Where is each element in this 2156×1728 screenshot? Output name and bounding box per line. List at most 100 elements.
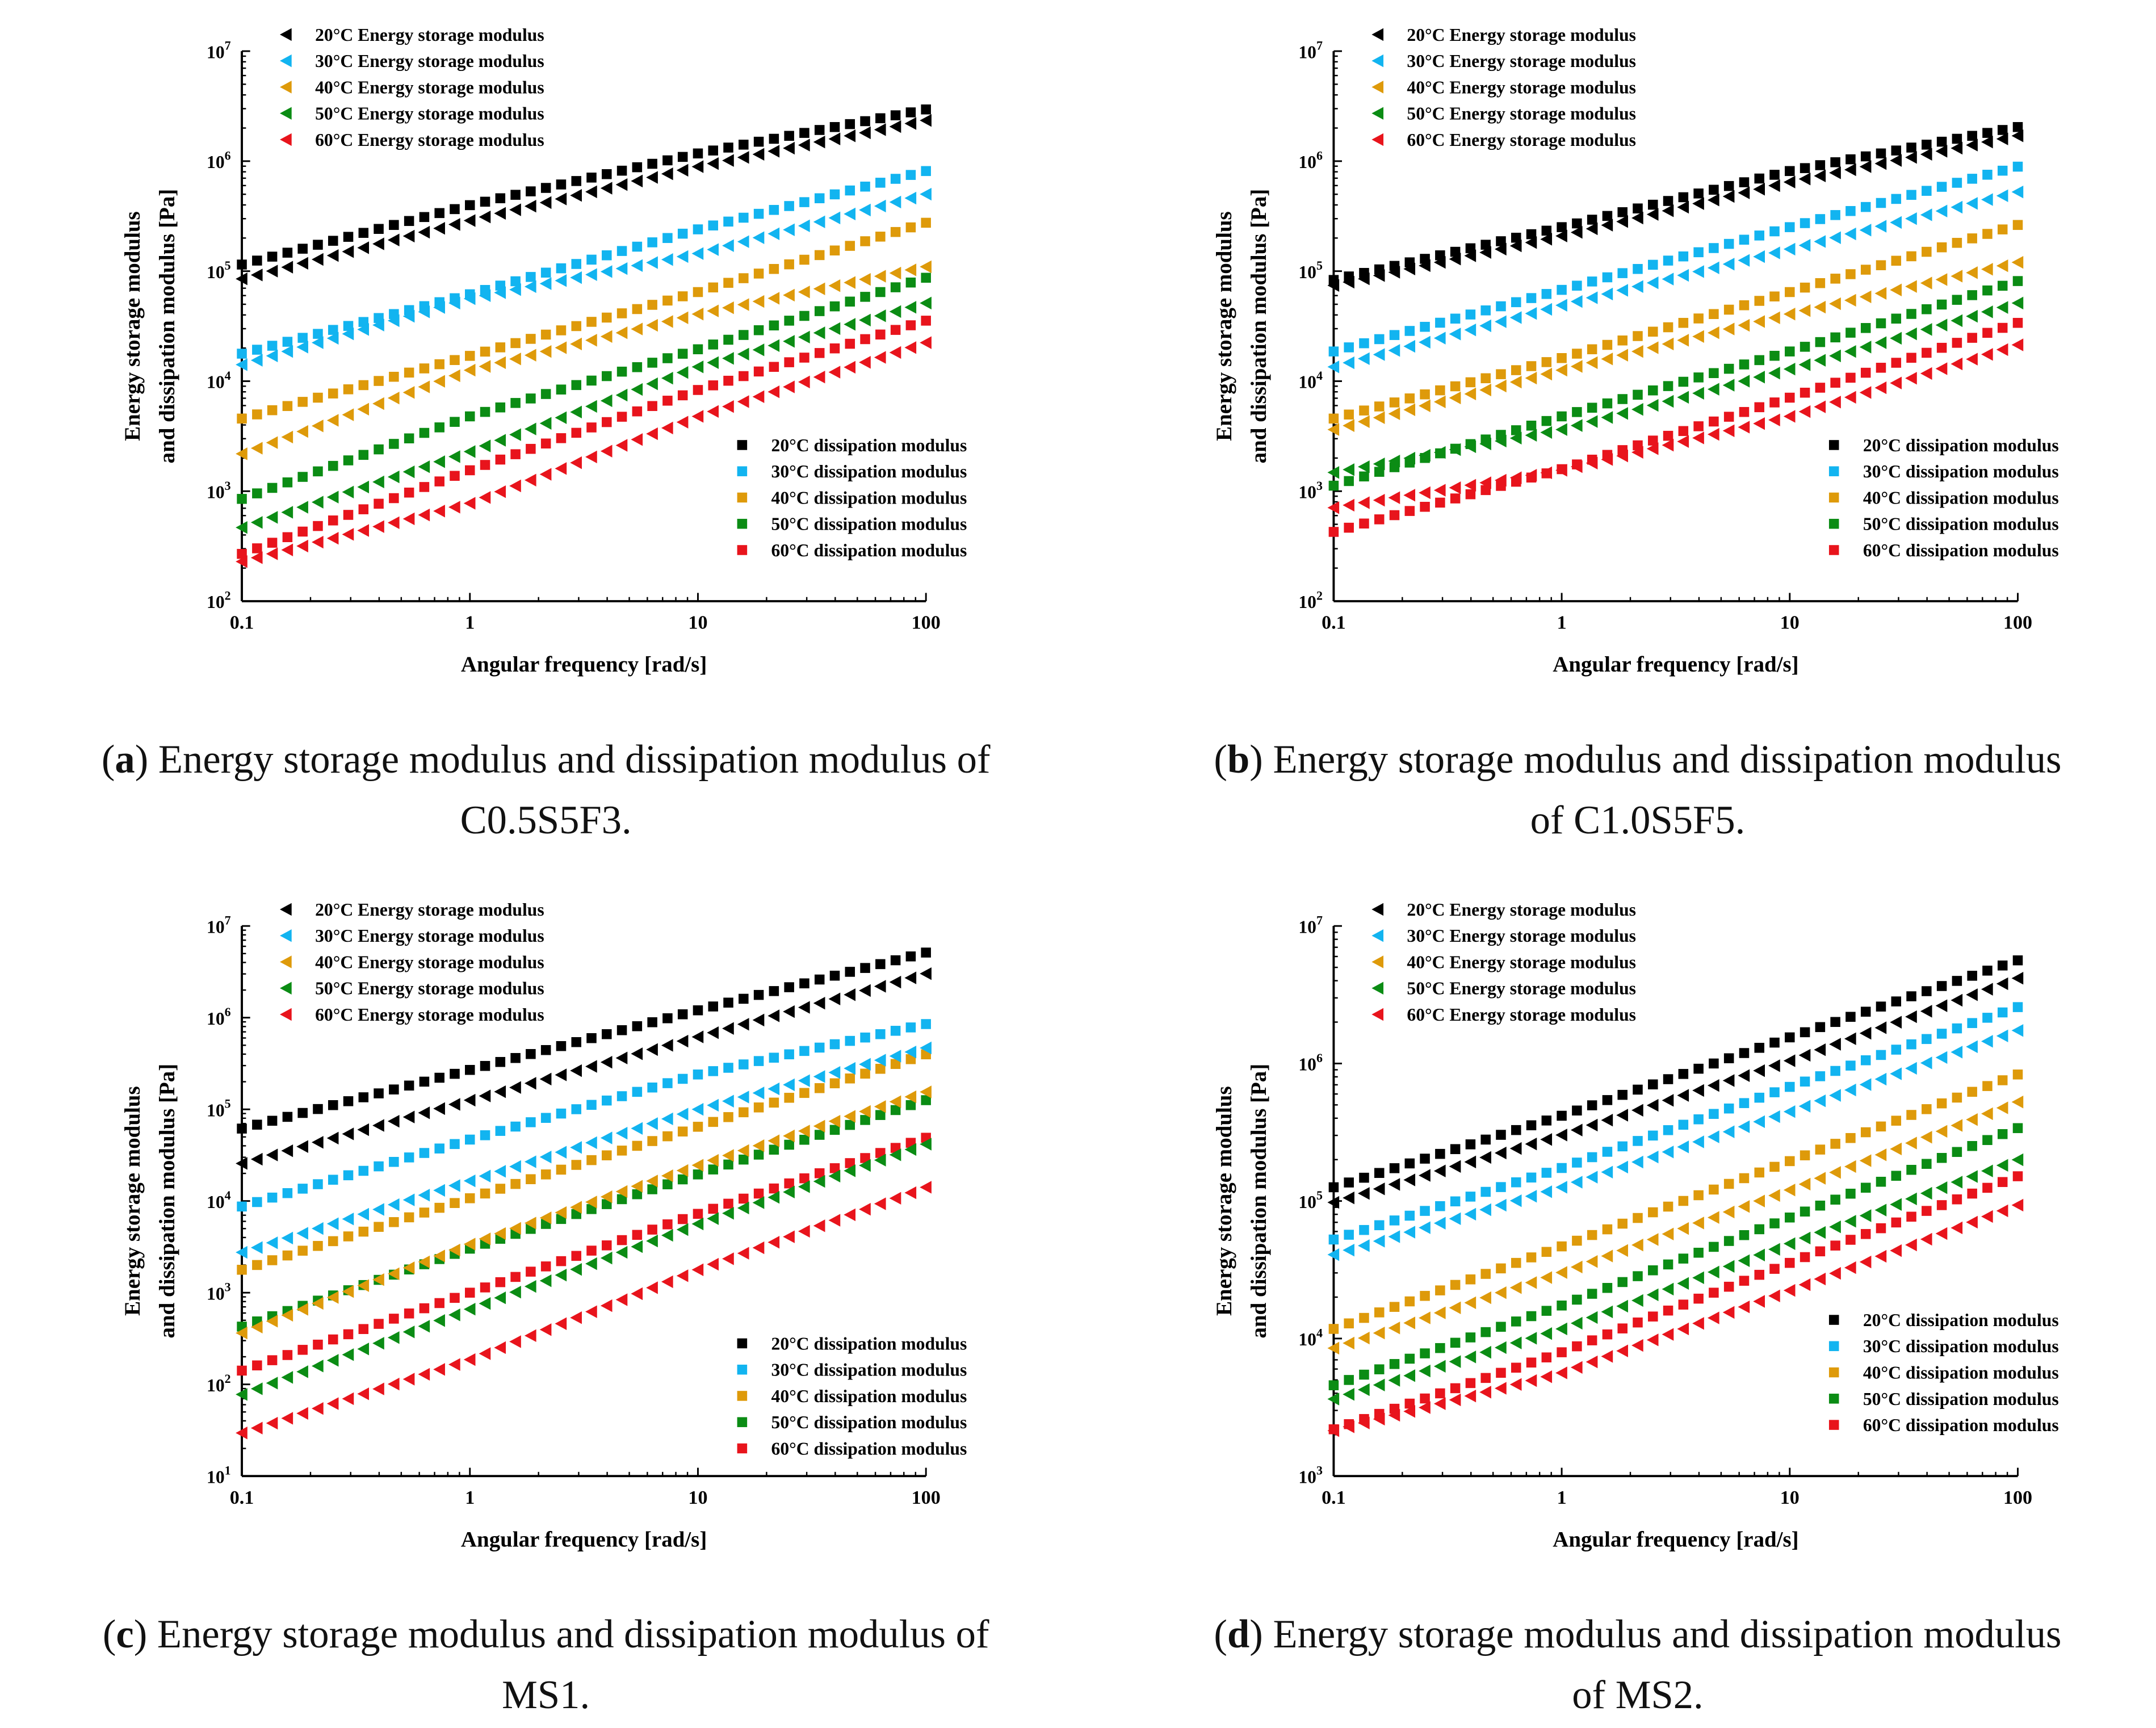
data-point xyxy=(571,1104,581,1114)
y-tick-label: 102 xyxy=(1298,589,1323,613)
data-point xyxy=(1754,355,1765,366)
y-tick-base: 10 xyxy=(1298,42,1316,62)
data-point xyxy=(737,347,749,360)
legend-label: 50°C Energy storage modulus xyxy=(315,104,544,124)
data-point xyxy=(1587,402,1597,413)
data-point xyxy=(372,475,384,489)
data-point xyxy=(1874,157,1887,170)
data-point xyxy=(374,224,384,234)
y-tick-exponent: 7 xyxy=(225,39,231,53)
data-point xyxy=(737,1018,749,1031)
data-point xyxy=(1859,1026,1872,1040)
legend-label: 30°C dissipation modulus xyxy=(771,462,967,481)
data-point xyxy=(1359,1369,1369,1380)
data-point xyxy=(1646,341,1659,354)
data-point xyxy=(798,139,810,152)
legend-item: 60°C Energy storage modulus xyxy=(280,130,544,150)
legend-label: 50°C Energy storage modulus xyxy=(1407,104,1636,124)
data-point xyxy=(1814,400,1826,413)
data-point xyxy=(524,1217,536,1230)
data-point xyxy=(1404,1296,1415,1307)
data-point xyxy=(1388,266,1400,279)
data-point xyxy=(920,296,932,310)
data-point xyxy=(889,120,901,133)
data-point xyxy=(266,547,278,560)
data-point xyxy=(1891,255,1902,266)
data-point xyxy=(647,300,657,310)
data-point xyxy=(1952,238,1962,248)
data-point xyxy=(1890,376,1902,389)
data-point xyxy=(860,1115,870,1125)
data-point xyxy=(1966,1113,1978,1126)
data-point xyxy=(920,187,932,201)
data-point xyxy=(783,1129,795,1143)
caption-text: Energy storage modulus and dissipation m… xyxy=(1262,1613,2062,1658)
data-point xyxy=(328,325,338,335)
data-point xyxy=(526,334,536,344)
legend-item: 40°C dissipation modulus xyxy=(737,1386,967,1406)
legend-square-icon xyxy=(1828,1420,1839,1430)
data-point xyxy=(342,408,354,421)
data-point xyxy=(829,1078,840,1089)
data-point xyxy=(358,450,369,460)
data-point xyxy=(494,1291,506,1305)
legend-square-icon xyxy=(1828,1367,1839,1378)
data-point xyxy=(1555,1129,1567,1142)
data-point xyxy=(1707,1311,1719,1324)
y-tick-label: 105 xyxy=(207,1097,231,1121)
legend-item: 30°C Energy storage modulus xyxy=(1371,51,1636,71)
data-point xyxy=(1800,1252,1810,1263)
data-point xyxy=(1859,1078,1872,1091)
data-point xyxy=(509,203,521,216)
y-tick-exponent: 2 xyxy=(1316,589,1323,603)
data-point xyxy=(1982,1013,1993,1023)
data-point xyxy=(600,1131,613,1144)
data-point xyxy=(769,986,779,996)
data-point xyxy=(326,490,339,504)
data-point xyxy=(1465,1378,1476,1389)
series-50-c-energy-storage-modulus xyxy=(1327,1153,2024,1406)
data-point xyxy=(586,1100,597,1110)
data-point xyxy=(387,1267,400,1280)
y-tick-exponent: 6 xyxy=(225,1005,231,1019)
data-point xyxy=(829,245,840,255)
data-point xyxy=(1935,318,1948,332)
data-point xyxy=(1922,1159,1932,1169)
data-point xyxy=(904,263,917,276)
data-point xyxy=(1967,1018,1977,1028)
data-point xyxy=(1419,1169,1431,1182)
data-point xyxy=(418,1368,430,1381)
legend-item: 40°C Energy storage modulus xyxy=(1371,952,1636,972)
data-point xyxy=(1540,303,1553,316)
data-point xyxy=(1723,181,1734,191)
data-point xyxy=(1357,460,1370,473)
data-point xyxy=(1374,467,1385,477)
data-point xyxy=(1951,357,1963,371)
series-40-c-energy-storage-modulus xyxy=(1327,255,2024,436)
data-point xyxy=(874,270,886,283)
data-point xyxy=(312,1402,324,1415)
data-point xyxy=(1981,983,1993,996)
data-point xyxy=(328,1100,338,1110)
data-point xyxy=(267,1255,278,1265)
data-point xyxy=(1357,1187,1370,1200)
data-point xyxy=(904,301,917,314)
data-point xyxy=(1785,1032,1795,1043)
data-point xyxy=(615,1051,628,1064)
data-point xyxy=(2012,122,2023,132)
data-point xyxy=(1480,240,1491,250)
data-point xyxy=(646,1234,658,1248)
data-point xyxy=(753,366,764,377)
data-point xyxy=(1815,383,1826,393)
data-point xyxy=(418,1189,430,1202)
data-point xyxy=(434,1072,444,1083)
data-point xyxy=(585,1257,597,1270)
y-tick-label: 104 xyxy=(1298,1326,1323,1349)
data-point xyxy=(1798,173,1811,186)
data-point xyxy=(600,1055,613,1069)
data-point xyxy=(1800,387,1810,398)
data-point xyxy=(1433,484,1446,497)
legend-item: 40°C Energy storage modulus xyxy=(280,77,544,97)
data-point xyxy=(358,317,369,327)
